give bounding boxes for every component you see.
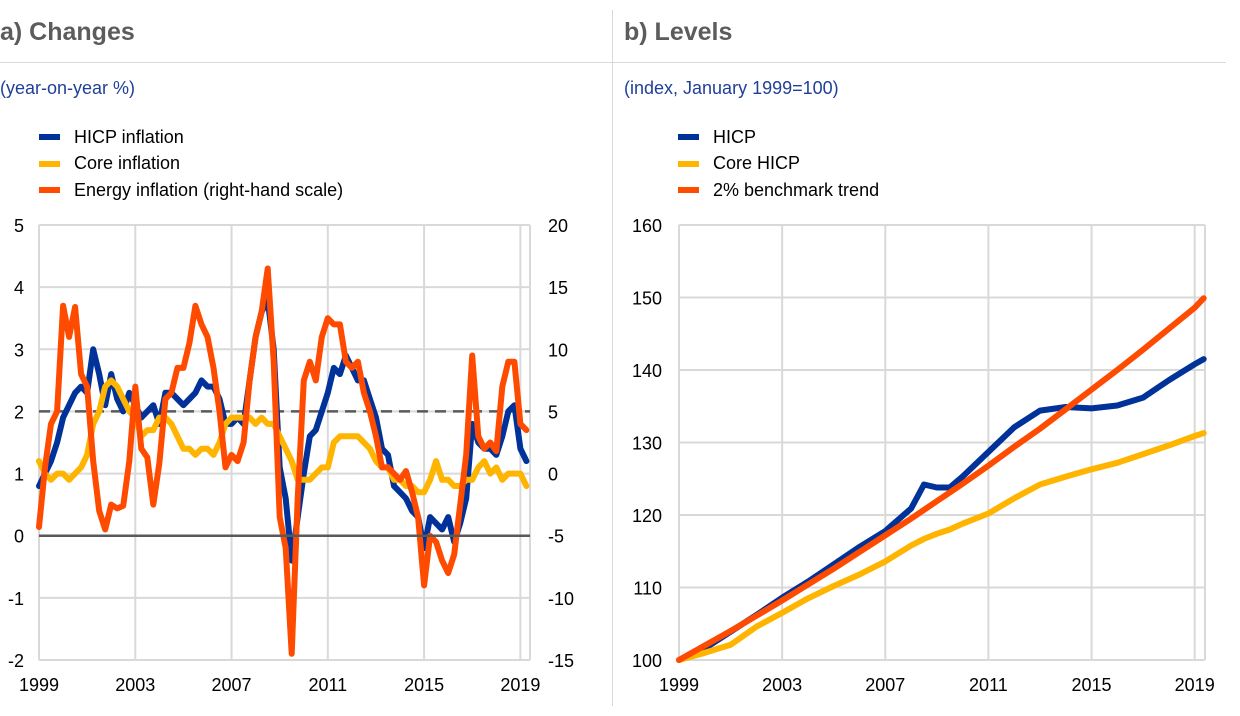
y-tick-label: 160 [632, 216, 662, 236]
y-tick-label: 100 [632, 651, 662, 671]
y-tick-label: 5 [14, 216, 24, 236]
legend-item-energy-inflation: Energy inflation (right-hand scale) [39, 177, 343, 204]
panel-a-title: a) Changes [0, 18, 135, 46]
y-tick-label: 110 [633, 579, 662, 599]
series-line-core-inflation [36, 377, 530, 496]
x-tick-label: 2011 [969, 675, 1008, 695]
y-tick-label: 4 [14, 278, 24, 298]
chart-b-levels: 160 150 140 130 120 110 100 1999 2003 2007 2011 201… [632, 216, 1215, 695]
legend-item-hicp: HICP [678, 124, 879, 151]
legend-item-core-hicp: Core HICP [678, 151, 879, 178]
legend-swatch-icon [39, 187, 60, 194]
x-tick-label: 2011 [308, 675, 347, 695]
legend-label: Core HICP [713, 153, 801, 174]
y-tick-label: 130 [632, 434, 662, 454]
x-tick-label: 2019 [1175, 675, 1215, 695]
y-tick-label: -2 [8, 651, 24, 671]
legend-swatch-icon [678, 134, 699, 141]
legend-item-benchmark: 2% benchmark trend [678, 177, 879, 204]
legend-swatch-icon [39, 134, 60, 141]
y2-tick-label: -10 [548, 589, 574, 609]
y-tick-label: 140 [632, 361, 662, 381]
legend-label: HICP inflation [74, 126, 184, 147]
series-line-2-benchmark-trend [676, 295, 1207, 663]
y-tick-label: 150 [632, 289, 662, 309]
x-tick-label: 2019 [500, 675, 540, 695]
x-tick-label: 2003 [762, 675, 802, 695]
y-tick-label: -1 [8, 589, 24, 609]
y2-tick-label: 5 [548, 402, 558, 422]
panel-a-subtitle: (year-on-year %) [0, 78, 136, 98]
legend-swatch-icon [39, 160, 60, 167]
y-tick-label: 0 [14, 527, 24, 547]
series-line-hicp-inflation [36, 296, 530, 564]
panel-divider [612, 10, 613, 706]
panel-a-header-divider [0, 62, 612, 63]
panel-b-subtitle: (index, January 1999=100) [624, 78, 839, 98]
x-tick-label: 2003 [115, 675, 155, 695]
legend-swatch-icon [678, 160, 699, 167]
legend-label: Energy inflation (right-hand scale) [74, 179, 344, 200]
panel-b-legend: HICP Core HICP 2% benchmark trend [678, 124, 879, 204]
y-tick-label: 1 [14, 465, 24, 485]
series-line-core-hicp [676, 430, 1207, 663]
legend-item-core-inflation: Core inflation [39, 151, 343, 178]
x-tick-label: 1999 [659, 675, 699, 695]
legend-label: 2% benchmark trend [713, 179, 880, 200]
y2-tick-label: 15 [548, 278, 568, 298]
y2-tick-label: 0 [548, 465, 558, 485]
y-tick-label: 3 [14, 340, 24, 360]
y2-tick-label: 10 [548, 340, 568, 360]
x-tick-label: 2007 [865, 675, 905, 695]
y2-tick-label: -15 [548, 651, 574, 671]
panel-b-header-divider [613, 62, 1226, 63]
panel-b-title: b) Levels [624, 18, 733, 46]
y-tick-label: 120 [632, 506, 662, 526]
legend-item-hicp-inflation: HICP inflation [39, 124, 343, 151]
legend-label: HICP [713, 126, 757, 147]
y2-tick-label: 20 [548, 216, 568, 236]
x-tick-label: 2007 [212, 675, 252, 695]
legend-swatch-icon [678, 187, 699, 194]
y-tick-label: 2 [14, 402, 24, 422]
x-tick-label: 1999 [19, 675, 59, 695]
legend-label: Core inflation [74, 153, 181, 174]
x-tick-label: 2015 [404, 675, 444, 695]
panel-a-legend: HICP inflation Core inflation Energy inf… [39, 124, 343, 204]
x-tick-label: 2015 [1072, 675, 1112, 695]
y2-tick-label: -5 [548, 527, 564, 547]
series-line-energy-inflation-right-hand-scale [36, 265, 530, 657]
